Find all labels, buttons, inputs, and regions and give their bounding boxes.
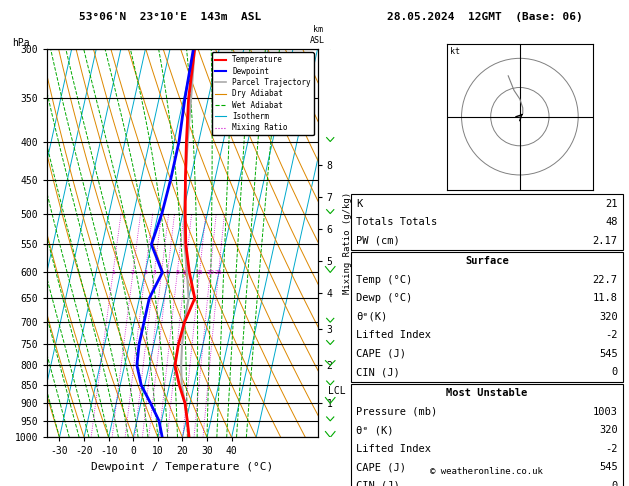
Text: θᵉ (K): θᵉ (K) [356, 425, 394, 435]
Text: CIN (J): CIN (J) [356, 367, 400, 377]
Text: 11.8: 11.8 [593, 294, 618, 303]
Text: CIN (J): CIN (J) [356, 481, 400, 486]
Text: 10: 10 [181, 270, 189, 275]
Text: CAPE (J): CAPE (J) [356, 349, 406, 359]
Text: kt: kt [450, 47, 460, 56]
Text: 25: 25 [214, 270, 223, 275]
Text: 28.05.2024  12GMT  (Base: 06): 28.05.2024 12GMT (Base: 06) [387, 12, 583, 22]
Text: Temp (°C): Temp (°C) [356, 275, 412, 285]
Text: Surface: Surface [465, 257, 509, 266]
Text: LCL: LCL [328, 385, 346, 396]
Text: Pressure (mb): Pressure (mb) [356, 407, 437, 417]
Text: 0: 0 [611, 481, 618, 486]
Text: θᵉ(K): θᵉ(K) [356, 312, 387, 322]
Text: Lifted Index: Lifted Index [356, 444, 431, 453]
Text: Totals Totals: Totals Totals [356, 217, 437, 227]
Text: -2: -2 [605, 330, 618, 340]
Text: 15: 15 [196, 270, 203, 275]
Text: 3: 3 [143, 270, 147, 275]
Text: 4: 4 [152, 270, 157, 275]
Text: 0: 0 [611, 367, 618, 377]
Text: Most Unstable: Most Unstable [446, 388, 528, 398]
Text: 48: 48 [605, 217, 618, 227]
Text: 320: 320 [599, 312, 618, 322]
Text: 20: 20 [206, 270, 214, 275]
Text: 21: 21 [605, 199, 618, 208]
Text: 5: 5 [160, 270, 164, 275]
Text: -2: -2 [605, 444, 618, 453]
Text: 1: 1 [111, 270, 115, 275]
Text: km
ASL: km ASL [310, 25, 325, 45]
Text: CAPE (J): CAPE (J) [356, 462, 406, 472]
Text: 22.7: 22.7 [593, 275, 618, 285]
Text: 8: 8 [175, 270, 179, 275]
Text: Lifted Index: Lifted Index [356, 330, 431, 340]
Text: 545: 545 [599, 462, 618, 472]
Text: hPa: hPa [12, 38, 30, 48]
Legend: Temperature, Dewpoint, Parcel Trajectory, Dry Adiabat, Wet Adiabat, Isotherm, Mi: Temperature, Dewpoint, Parcel Trajectory… [211, 52, 314, 135]
Text: 545: 545 [599, 349, 618, 359]
Text: 2: 2 [131, 270, 135, 275]
Text: 2.17: 2.17 [593, 236, 618, 245]
Text: 320: 320 [599, 425, 618, 435]
Text: PW (cm): PW (cm) [356, 236, 400, 245]
Text: 1003: 1003 [593, 407, 618, 417]
Text: 53°06'N  23°10'E  143m  ASL: 53°06'N 23°10'E 143m ASL [79, 12, 261, 22]
X-axis label: Dewpoint / Temperature (°C): Dewpoint / Temperature (°C) [91, 462, 274, 472]
Text: © weatheronline.co.uk: © weatheronline.co.uk [430, 467, 543, 476]
Text: Dewp (°C): Dewp (°C) [356, 294, 412, 303]
Text: K: K [356, 199, 362, 208]
Text: Mixing Ratio (g/kg): Mixing Ratio (g/kg) [343, 192, 352, 294]
Text: 6: 6 [165, 270, 170, 275]
